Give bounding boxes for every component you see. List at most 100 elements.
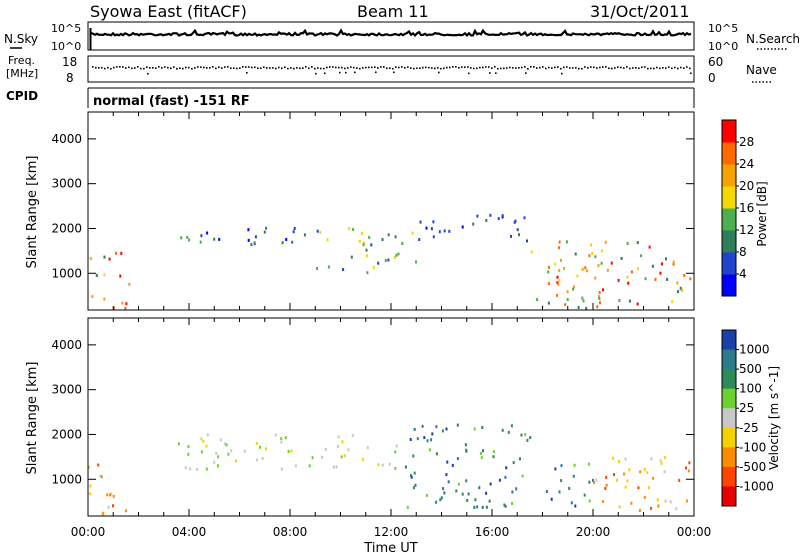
heatmap-cell bbox=[568, 486, 571, 490]
power-colorbar-tick-label: 12 bbox=[739, 223, 754, 237]
velocity-colorbar-label: Velocity [m s^-1] bbox=[767, 366, 781, 470]
heatmap-cell bbox=[401, 242, 404, 245]
heatmap-cell bbox=[180, 236, 183, 240]
heatmap-cell bbox=[666, 277, 669, 281]
freq-point bbox=[101, 66, 103, 69]
noise-sky-label: N.Sky bbox=[4, 32, 38, 46]
heatmap-cell bbox=[591, 252, 594, 255]
y-tick-label: 4000 bbox=[51, 132, 82, 146]
power-colorbar-tick-label: 4 bbox=[739, 267, 747, 281]
freq-point bbox=[659, 67, 661, 70]
freq-point bbox=[389, 67, 391, 69]
heatmap-cell bbox=[186, 235, 189, 239]
freq-point bbox=[638, 67, 640, 70]
velocity-panel: 1000 2000 3000 4000 Slant Range [km] 1000 50… bbox=[25, 317, 781, 517]
heatmap-cell bbox=[308, 464, 311, 468]
heatmap-cell bbox=[213, 460, 216, 464]
heatmap-cell bbox=[479, 451, 482, 455]
heatmap-cell bbox=[558, 240, 561, 244]
freq-point bbox=[530, 66, 532, 68]
freq-point bbox=[314, 67, 316, 70]
freq-point bbox=[689, 67, 691, 70]
freq-point bbox=[281, 67, 283, 70]
heatmap-cell bbox=[412, 486, 415, 490]
heatmap-cell bbox=[187, 445, 190, 449]
heatmap-cell bbox=[414, 483, 417, 487]
heatmap-cell bbox=[358, 239, 361, 243]
freq-point bbox=[374, 66, 376, 68]
heatmap-cell bbox=[410, 475, 413, 479]
y-tick-label: 2000 bbox=[51, 221, 82, 235]
heatmap-cell bbox=[507, 430, 510, 434]
freq-point bbox=[668, 66, 670, 68]
heatmap-cell bbox=[432, 235, 435, 239]
heatmap-cell bbox=[637, 486, 640, 490]
freq-point bbox=[158, 66, 160, 68]
freq-point bbox=[341, 66, 343, 69]
freq-point bbox=[380, 66, 382, 68]
freq-point bbox=[137, 66, 139, 68]
heatmap-cell bbox=[415, 260, 417, 264]
freq-point bbox=[563, 66, 565, 69]
heatmap-cell bbox=[664, 499, 667, 503]
freq-point bbox=[590, 66, 592, 68]
freq-point bbox=[116, 66, 118, 68]
freq-point bbox=[671, 67, 673, 70]
freq-point bbox=[209, 67, 211, 69]
freq-point bbox=[251, 66, 253, 69]
nave-point bbox=[339, 71, 341, 74]
freq-point bbox=[119, 66, 121, 68]
heatmap-cell bbox=[200, 437, 203, 441]
freq-point bbox=[557, 66, 559, 68]
freq-point bbox=[527, 68, 529, 70]
heatmap-cell bbox=[114, 251, 117, 255]
heatmap-cell bbox=[188, 238, 191, 242]
heatmap-cell bbox=[623, 472, 626, 476]
power-axes: 1000 2000 3000 4000 bbox=[51, 112, 695, 310]
x-tick-label: 08:00 bbox=[273, 525, 308, 539]
freq-point bbox=[170, 67, 172, 69]
heatmap-cell bbox=[218, 237, 221, 241]
nave-point bbox=[489, 72, 491, 74]
heatmap-cell bbox=[351, 434, 354, 437]
freq-point bbox=[173, 66, 175, 68]
heatmap-cell bbox=[683, 274, 686, 277]
heatmap-cell bbox=[665, 257, 667, 261]
heatmap-cell bbox=[473, 505, 476, 509]
freq-point bbox=[143, 67, 145, 70]
heatmap-cell bbox=[613, 473, 615, 477]
heatmap-cell bbox=[560, 464, 563, 468]
heatmap-cell bbox=[256, 458, 259, 462]
velocity-colorbar-tick-label: 1000 bbox=[739, 343, 770, 357]
heatmap-cell bbox=[261, 456, 264, 460]
heatmap-cell bbox=[624, 485, 627, 489]
heatmap-cell bbox=[643, 468, 646, 471]
heatmap-cell bbox=[394, 467, 397, 470]
heatmap-cell bbox=[441, 429, 444, 433]
freq-point bbox=[185, 66, 187, 69]
heatmap-cell bbox=[501, 214, 504, 218]
heatmap-cell bbox=[425, 493, 428, 497]
freq-left-tick-bottom: 8 bbox=[66, 71, 74, 85]
heatmap-cell bbox=[558, 269, 561, 273]
heatmap-cell bbox=[626, 242, 629, 245]
heatmap-cell bbox=[518, 233, 520, 237]
freq-point bbox=[467, 66, 469, 68]
time-axis: 00:00 04:00 08:00 12:00 16:00 20:00 00:00 bbox=[71, 525, 712, 539]
heatmap-cell bbox=[564, 303, 567, 307]
heatmap-cell bbox=[596, 305, 599, 309]
heatmap-cell bbox=[585, 307, 588, 310]
freq-point bbox=[602, 66, 604, 68]
heatmap-cell bbox=[572, 287, 575, 291]
power-colorbar-segment bbox=[722, 142, 736, 165]
velocity-colorbar-segment bbox=[722, 466, 736, 487]
heatmap-cell bbox=[547, 265, 550, 269]
freq-point bbox=[140, 67, 142, 70]
freq-point bbox=[521, 66, 523, 69]
freq-point bbox=[224, 66, 226, 68]
freq-point bbox=[584, 66, 586, 68]
heatmap-cell bbox=[595, 478, 598, 482]
heatmap-cell bbox=[324, 448, 327, 452]
power-colorbar-segment bbox=[722, 274, 736, 297]
heatmap-cell bbox=[196, 467, 199, 471]
